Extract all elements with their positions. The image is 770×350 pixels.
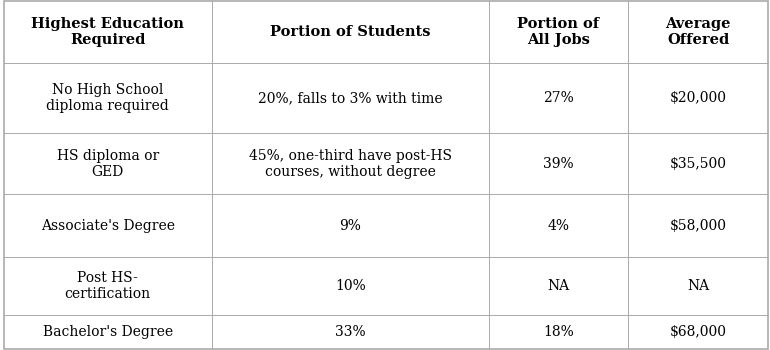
Text: NA: NA	[547, 279, 569, 293]
Text: No High School
diploma required: No High School diploma required	[46, 83, 169, 113]
Text: 20%, falls to 3% with time: 20%, falls to 3% with time	[258, 91, 443, 105]
Text: $35,500: $35,500	[669, 157, 727, 171]
Text: Average
Offered: Average Offered	[665, 17, 731, 47]
Text: 39%: 39%	[543, 157, 574, 171]
Text: $68,000: $68,000	[669, 325, 727, 339]
Text: 18%: 18%	[543, 325, 574, 339]
Text: Bachelor's Degree: Bachelor's Degree	[43, 325, 172, 339]
Text: Portion of
All Jobs: Portion of All Jobs	[517, 17, 599, 47]
Text: 27%: 27%	[543, 91, 574, 105]
Text: 9%: 9%	[340, 219, 361, 233]
Text: NA: NA	[687, 279, 709, 293]
Text: 33%: 33%	[335, 325, 366, 339]
Text: 45%, one-third have post-HS
courses, without degree: 45%, one-third have post-HS courses, wit…	[249, 148, 452, 179]
Text: Post HS-
certification: Post HS- certification	[65, 271, 151, 301]
Text: HS diploma or
GED: HS diploma or GED	[57, 148, 159, 179]
Text: $20,000: $20,000	[669, 91, 727, 105]
Text: 4%: 4%	[547, 219, 569, 233]
Text: Associate's Degree: Associate's Degree	[41, 219, 175, 233]
Text: Portion of Students: Portion of Students	[270, 25, 430, 39]
Text: Highest Education
Required: Highest Education Required	[32, 17, 184, 47]
Text: 10%: 10%	[335, 279, 366, 293]
Text: $58,000: $58,000	[669, 219, 727, 233]
